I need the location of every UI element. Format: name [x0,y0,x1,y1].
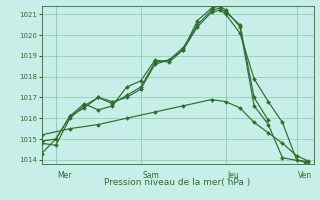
Text: Sam: Sam [142,171,159,180]
Text: Jeu: Jeu [227,171,239,180]
Text: Mer: Mer [57,171,72,180]
Text: Ven: Ven [298,171,312,180]
X-axis label: Pression niveau de la mer( hPa ): Pression niveau de la mer( hPa ) [104,178,251,187]
